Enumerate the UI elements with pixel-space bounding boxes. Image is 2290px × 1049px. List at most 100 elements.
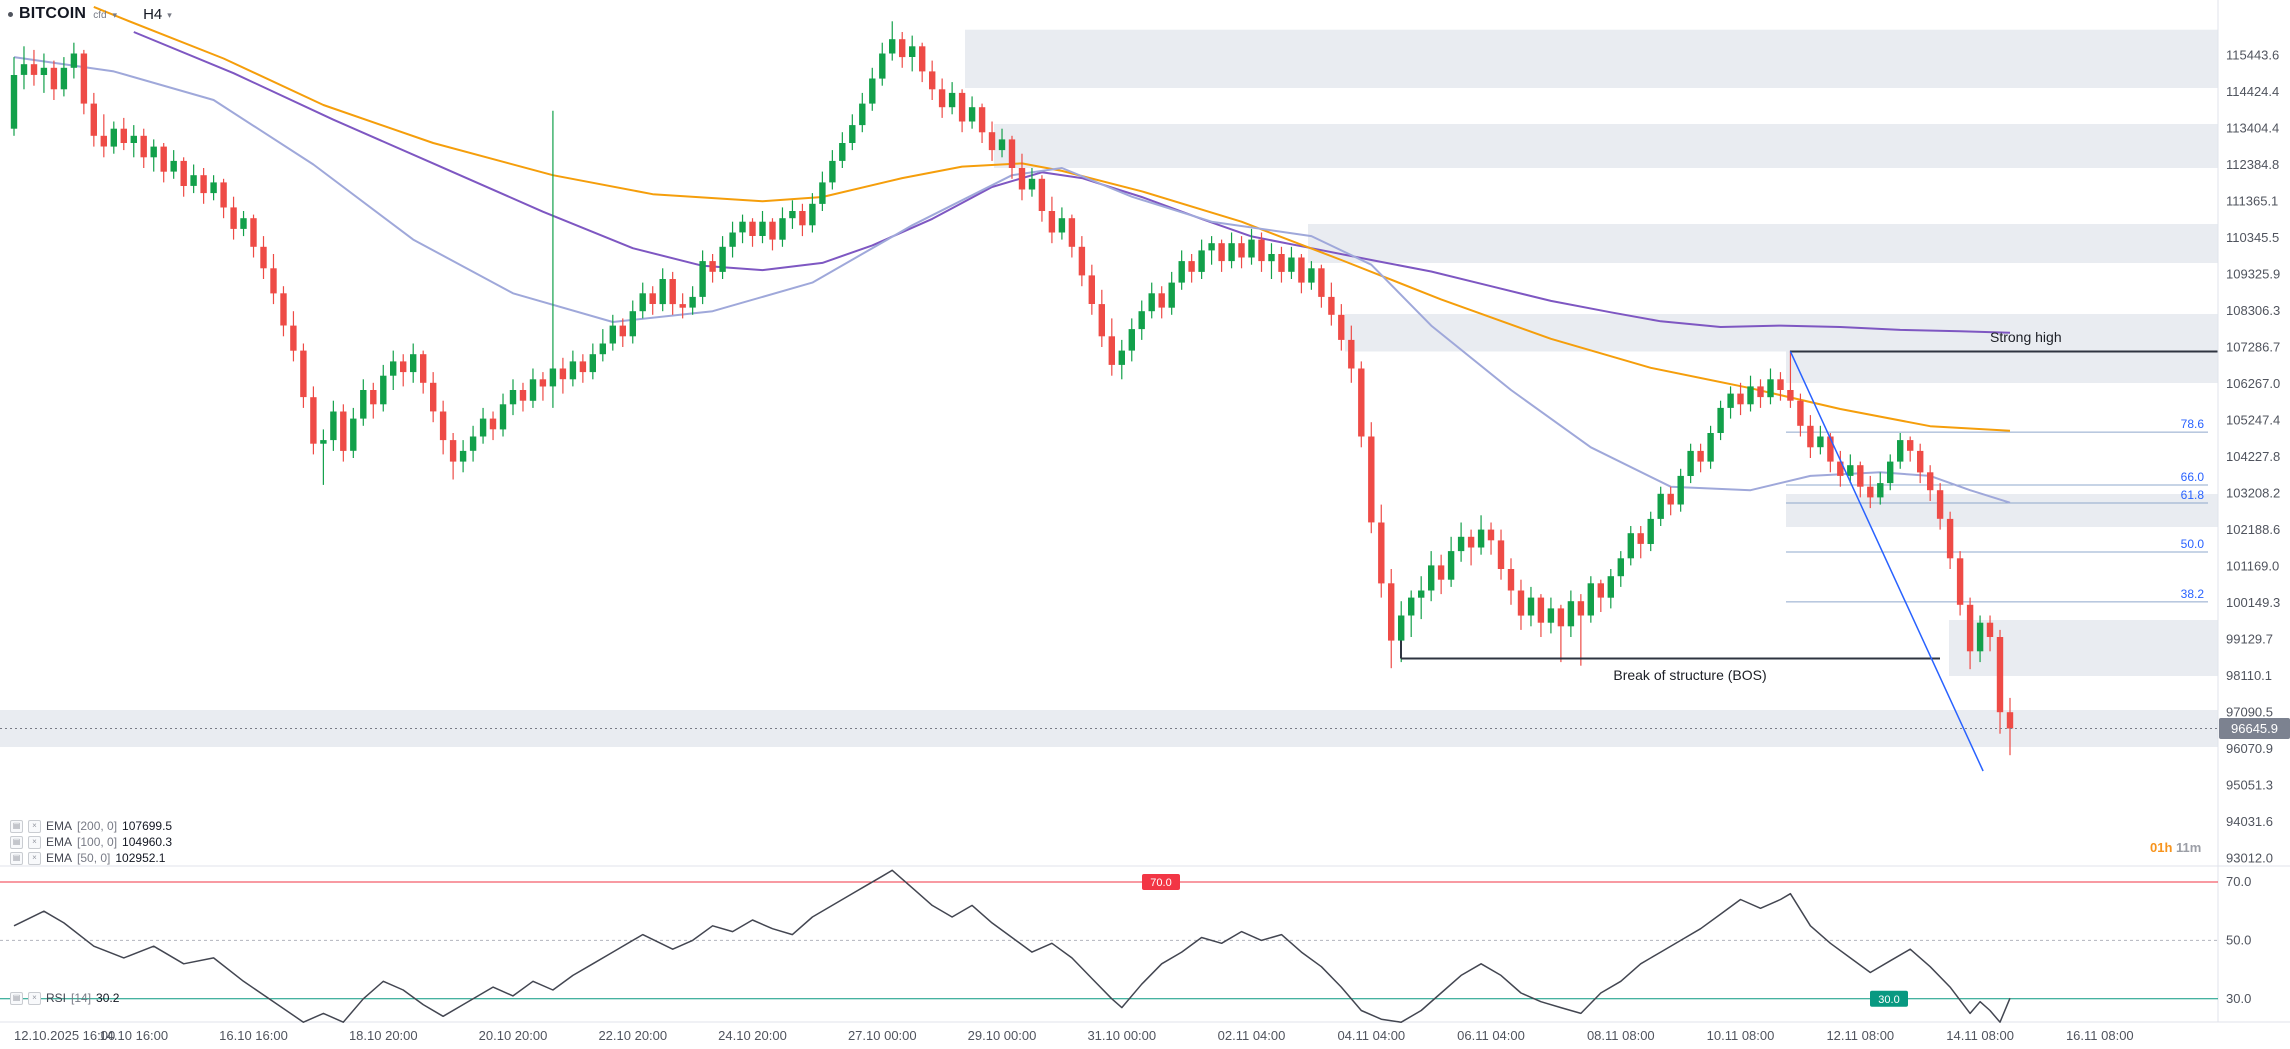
candle-body — [988, 132, 996, 151]
bar-close-countdown: 01h 11m — [2150, 840, 2201, 855]
candle-body — [310, 397, 317, 444]
supply-demand-zones[interactable] — [0, 29, 2218, 747]
candle-body — [90, 103, 97, 136]
candle-body — [1986, 622, 1994, 637]
candle-body — [909, 46, 916, 57]
candle-body — [1657, 493, 1664, 519]
close-icon[interactable]: × — [28, 851, 41, 865]
close-icon[interactable]: × — [28, 819, 41, 833]
price-axis-label: 107286.7 — [2226, 340, 2280, 355]
time-axis-label: 16.11 08:00 — [2066, 1028, 2134, 1043]
candle-body — [569, 361, 577, 380]
candle-body — [1138, 311, 1145, 330]
candle-body — [1567, 601, 1575, 627]
indicator-name: EMA — [46, 819, 73, 833]
candle-body — [170, 160, 177, 172]
price-axis[interactable]: 115443.6 114424.4 113404.4 112384.8 111365.1… — [2226, 48, 2280, 1006]
time-axis-label: 22.10 20:00 — [598, 1028, 667, 1043]
eye-icon[interactable]: ▤ — [10, 819, 23, 833]
fib-label: 61.8 — [2181, 488, 2205, 502]
price-axis-label: 104227.8 — [2226, 449, 2280, 464]
timeframe-label: H4 — [143, 5, 163, 23]
time-axis[interactable]: 12.10.2025 16:0014.10 16:00 16.10 16:00 18… — [14, 1028, 2134, 1043]
candle-body — [1388, 583, 1395, 641]
symbol-toolbar: BITCOIN cfd ▾ H4 ▾ — [8, 5, 172, 23]
candle-body — [1757, 386, 1764, 398]
symbol-name[interactable]: BITCOIN — [19, 5, 87, 22]
eye-icon[interactable]: ▤ — [10, 851, 23, 865]
candle-body — [1418, 590, 1425, 598]
candle-body — [1098, 304, 1105, 337]
candle-body — [190, 175, 197, 186]
candle-body — [230, 207, 237, 229]
fib-retracement[interactable]: 78.6 66.0 61.8 50.0 38.2 — [1786, 417, 2208, 603]
candle-body — [360, 390, 367, 419]
legend-row-ema-200[interactable]: ▤ × EMA [200, 0] 107699.5 — [10, 818, 172, 834]
candle-body — [1088, 275, 1095, 304]
candle-body — [1398, 615, 1405, 641]
close-icon[interactable]: × — [28, 991, 41, 1005]
price-axis-label: 98110.1 — [2226, 668, 2272, 683]
candle-body — [459, 450, 467, 462]
legend-row-rsi[interactable]: ▤ × RSI [14] 30.2 — [10, 990, 119, 1006]
candle-body — [929, 71, 936, 90]
drawing-lines[interactable] — [0, 350, 2218, 772]
candle-body — [1378, 522, 1385, 584]
candle-body — [1428, 565, 1435, 591]
time-axis-label: 16.10 16:00 — [219, 1028, 288, 1043]
zone-rect — [1786, 351, 2218, 383]
candle-body — [1627, 533, 1634, 559]
candles[interactable] — [10, 21, 2014, 756]
candle-body — [1248, 239, 1255, 258]
zone-rect — [1786, 494, 2218, 527]
bos-annotation[interactable]: Break of structure (BOS) — [1613, 667, 1767, 683]
zone-rect — [1949, 620, 2218, 676]
candle-body — [799, 211, 806, 226]
candle-body — [1308, 268, 1315, 283]
eye-icon[interactable]: ▤ — [10, 835, 23, 849]
candle-body — [270, 268, 277, 294]
candle-body — [1927, 472, 1934, 491]
candle-body — [499, 404, 507, 430]
strong-high-annotation[interactable]: Strong high — [1990, 329, 2062, 345]
candle-body — [1068, 218, 1076, 247]
close-icon[interactable]: × — [28, 835, 41, 849]
fib-label: 66.0 — [2181, 470, 2205, 484]
candle-body — [1288, 257, 1295, 272]
time-axis-label: 12.11 08:00 — [1826, 1028, 1894, 1043]
candle-body — [1168, 282, 1175, 308]
candle-body — [1208, 243, 1215, 251]
candle-body — [948, 92, 956, 108]
candle-body — [579, 361, 587, 373]
candle-body — [1537, 597, 1545, 623]
candle-body — [539, 379, 547, 387]
candle-body — [240, 218, 247, 229]
candle-body — [519, 390, 527, 401]
price-axis-label: 94031.6 — [2226, 814, 2273, 829]
legend-row-ema-100[interactable]: ▤ × EMA [100, 0] 104960.3 — [10, 834, 172, 850]
chevron-down-icon[interactable]: ▾ — [112, 9, 118, 20]
candle-body — [1617, 558, 1624, 577]
candle-body — [1717, 407, 1724, 433]
candle-body — [649, 293, 656, 304]
candle-body — [749, 221, 756, 236]
candle-body — [1976, 622, 1984, 652]
candle-body — [619, 325, 626, 337]
indicator-value: 107699.5 — [122, 819, 173, 833]
legend-row-ema-50[interactable]: ▤ × EMA [50, 0] 102952.1 — [10, 850, 172, 866]
candle-body — [1996, 637, 2004, 713]
timeframe-select[interactable]: H4 ▾ — [143, 6, 172, 23]
candle-body — [220, 182, 227, 208]
candle-body — [1946, 518, 1954, 559]
indicator-params: [50, 0] — [77, 851, 111, 865]
candle-body — [1218, 243, 1225, 262]
rsi-pane[interactable]: 70.0 30.0 — [0, 869, 2218, 1023]
candle-body — [639, 293, 646, 312]
candle-body — [509, 390, 517, 405]
candle-body — [1697, 450, 1704, 462]
candle-body — [1198, 250, 1205, 272]
zone-rect — [1308, 224, 2218, 263]
eye-icon[interactable]: ▤ — [10, 991, 23, 1005]
candle-body — [1368, 436, 1375, 523]
